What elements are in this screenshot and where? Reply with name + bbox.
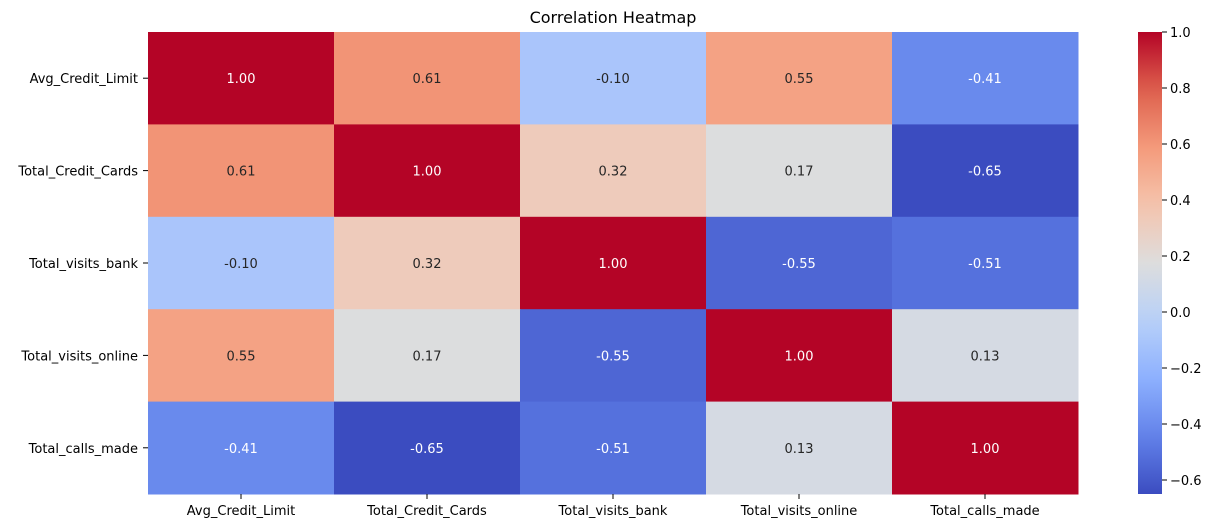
heatmap-cell	[892, 309, 1079, 403]
cell-value-label: 1.00	[599, 257, 628, 272]
colorbar-tick-label: 0.4	[1170, 194, 1191, 209]
cell-value-label: -0.51	[596, 442, 630, 457]
heatmap-cell	[520, 32, 707, 125]
colorbar-tick-label: 1.0	[1170, 26, 1191, 41]
heatmap-cell	[706, 309, 893, 403]
cell-value-label: 1.00	[971, 442, 1000, 457]
heatmap-cell	[334, 32, 521, 125]
heatmap-cell	[706, 124, 893, 218]
heatmap-cell	[520, 401, 707, 495]
heatmap-cell	[334, 309, 521, 403]
row-tick-label: Avg_Credit_Limit	[30, 72, 138, 87]
colorbar-tick-label: −0.4	[1170, 418, 1202, 433]
heatmap-cell	[334, 401, 521, 495]
cell-value-label: 1.00	[785, 349, 814, 364]
cell-value-label: 0.32	[413, 257, 442, 272]
cell-value-label: 0.17	[785, 165, 814, 180]
heatmap-cell	[148, 32, 335, 125]
row-tick-label: Total_visits_bank	[28, 257, 138, 272]
heatmap-cell	[148, 124, 335, 218]
colorbar-tick-label: −0.6	[1170, 474, 1202, 489]
cell-value-label: 0.55	[785, 72, 814, 87]
colorbar-tick-label: 0.2	[1170, 250, 1191, 265]
cell-value-label: -0.41	[968, 72, 1002, 87]
heatmap-cell	[706, 32, 893, 125]
cell-value-label: 0.17	[413, 349, 442, 364]
column-tick-label: Avg_Credit_Limit	[187, 504, 295, 519]
cell-value-label: 0.13	[785, 442, 814, 457]
colorbar-fill	[1138, 32, 1162, 494]
heatmap-cell	[520, 124, 707, 218]
column-tick-label: Total_Credit_Cards	[366, 504, 487, 519]
heatmap-cell	[892, 216, 1079, 310]
cell-value-label: -0.10	[596, 72, 630, 87]
colorbar-tick-label: −0.2	[1170, 362, 1202, 377]
heatmap-cell	[148, 401, 335, 495]
heatmap-cell	[706, 216, 893, 310]
column-tick-label: Total_visits_bank	[558, 504, 668, 519]
heatmap-cell-labels: 1.00 0.61 -0.10 0.55 -0.41 0.61 1.00 0.32 0.17 -0…	[224, 72, 1002, 457]
cell-value-label: 0.61	[413, 72, 442, 87]
row-tick-label: Total_visits_online	[20, 349, 138, 364]
cell-value-label: -0.65	[410, 442, 444, 457]
column-tick-labels: Avg_Credit_Limit Total_Credit_Cards Total_…	[187, 494, 1040, 519]
colorbar-tick-label: 0.8	[1170, 82, 1191, 97]
heatmap-cell	[520, 309, 707, 403]
cell-value-label: -0.41	[224, 442, 258, 457]
heatmap-cell	[892, 32, 1079, 125]
row-tick-label: Total_calls_made	[28, 442, 138, 457]
heatmap-cell	[148, 216, 335, 310]
cell-value-label: -0.55	[596, 349, 630, 364]
heatmap-cell	[148, 309, 335, 403]
heatmap-cell	[520, 216, 707, 310]
heatmap-cell	[334, 216, 521, 310]
cell-value-label: 0.32	[599, 165, 628, 180]
colorbar: 1.0 0.8 0.6 0.4 0.2 0.0 −0.2 −0.4 −0.6	[1138, 26, 1202, 494]
cell-value-label: 0.55	[227, 349, 256, 364]
chart-title: Correlation Heatmap	[530, 8, 697, 27]
cell-value-label: -0.10	[224, 257, 258, 272]
row-tick-label: Total_Credit_Cards	[17, 165, 138, 180]
heatmap-cell	[334, 124, 521, 218]
cell-value-label: 0.13	[971, 349, 1000, 364]
column-tick-label: Total_calls_made	[929, 504, 1039, 519]
cell-value-label: 0.61	[227, 165, 256, 180]
heatmap-cell	[892, 401, 1079, 495]
cell-value-label: -0.65	[968, 165, 1002, 180]
cell-value-label: -0.51	[968, 257, 1002, 272]
cell-value-label: -0.55	[782, 257, 816, 272]
row-tick-labels: Avg_Credit_Limit Total_Credit_Cards Total_…	[17, 72, 148, 457]
heatmap-cell	[892, 124, 1079, 218]
heatmap-cells	[148, 32, 1079, 495]
column-tick-label: Total_visits_online	[740, 504, 858, 519]
heatmap-cell	[706, 401, 893, 495]
colorbar-tick-label: 0.0	[1170, 306, 1191, 321]
colorbar-tick-label: 0.6	[1170, 138, 1191, 153]
cell-value-label: 1.00	[227, 72, 256, 87]
cell-value-label: 1.00	[413, 165, 442, 180]
